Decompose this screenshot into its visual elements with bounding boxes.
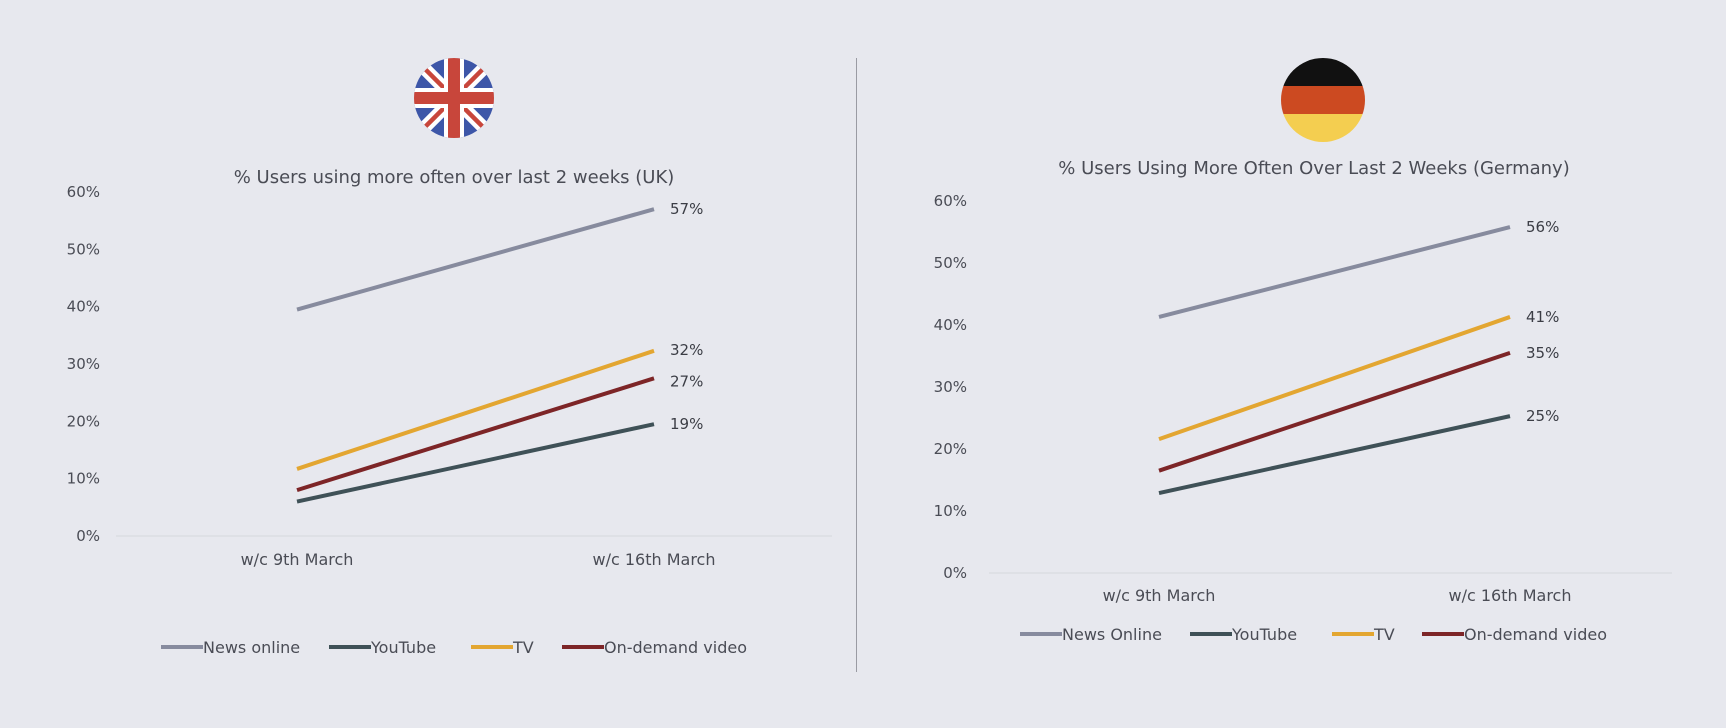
legend-label: On-demand video (604, 638, 747, 657)
y-tick-label: 40% (67, 298, 100, 316)
series-line-on-demand-video (1158, 351, 1511, 473)
y-tick-label: 40% (934, 316, 967, 334)
y-tick-label: 50% (67, 240, 100, 258)
x-category-label: w/c 9th March (241, 550, 354, 569)
data-label: 56% (1526, 218, 1559, 236)
y-tick-label: 50% (934, 254, 967, 272)
y-tick-label: 20% (934, 440, 967, 458)
series-line-youtube (296, 422, 655, 504)
legend-label: YouTube (370, 638, 436, 657)
y-tick-label: 30% (934, 378, 967, 396)
data-label: 35% (1526, 344, 1559, 362)
x-category-label: w/c 16th March (593, 550, 716, 569)
y-tick-label: 10% (67, 470, 100, 488)
chart-title: % Users Using More Often Over Last 2 Wee… (1058, 158, 1569, 179)
legend-label: News online (203, 638, 300, 657)
y-tick-label: 0% (943, 564, 967, 582)
legend-entry: On-demand video (562, 638, 747, 657)
series-line-on-demand-video (296, 376, 655, 493)
chart-panel-germany: % Users Using More Often Over Last 2 Wee… (934, 58, 1672, 644)
chart-panel-uk: % Users using more often over last 2 wee… (67, 58, 832, 657)
legend-label: TV (512, 638, 534, 657)
data-label: 41% (1526, 308, 1559, 326)
legend-entry: YouTube (329, 638, 436, 657)
legend-label: TV (1373, 625, 1395, 644)
series-line-news-online (1158, 225, 1511, 319)
x-category-label: w/c 16th March (1449, 586, 1572, 605)
uk-flag-icon (414, 58, 494, 138)
legend-entry: TV (1332, 625, 1395, 644)
y-tick-label: 60% (934, 192, 967, 210)
y-tick-label: 10% (934, 502, 967, 520)
series-line-tv (296, 348, 655, 471)
germany-flag-icon (1281, 58, 1365, 142)
data-label: 19% (670, 415, 703, 433)
legend-entry: On-demand video (1422, 625, 1607, 644)
legend-entry: YouTube (1190, 625, 1297, 644)
data-label: 57% (670, 200, 703, 218)
legend-entry: News online (161, 638, 300, 657)
series-line-tv (1158, 315, 1511, 441)
legend-entry: News Online (1020, 625, 1162, 644)
x-category-label: w/c 9th March (1103, 586, 1216, 605)
y-tick-label: 60% (67, 183, 100, 201)
series-line-youtube (1158, 414, 1511, 495)
data-label: 32% (670, 341, 703, 359)
data-label: 25% (1526, 407, 1559, 425)
series-line-news-online (296, 207, 655, 312)
y-tick-label: 0% (76, 527, 100, 545)
legend-label: On-demand video (1464, 625, 1607, 644)
legend-entry: TV (471, 638, 534, 657)
y-tick-label: 20% (67, 412, 100, 430)
panel-divider (856, 58, 857, 672)
chart-title: % Users using more often over last 2 wee… (234, 167, 675, 188)
legend-label: News Online (1062, 625, 1162, 644)
y-tick-label: 30% (67, 355, 100, 373)
legend-label: YouTube (1231, 625, 1297, 644)
data-label: 27% (670, 372, 703, 390)
